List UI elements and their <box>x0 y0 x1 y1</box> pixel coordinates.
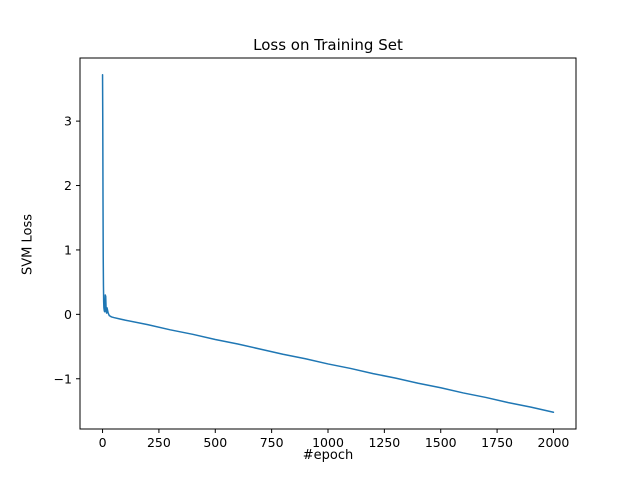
chart-title: Loss on Training Set <box>253 36 403 54</box>
y-tick-label: 3 <box>64 114 72 129</box>
y-tick-label: 0 <box>64 307 72 322</box>
x-axis-label: #epoch <box>302 448 354 463</box>
loss-line-series <box>101 74 555 413</box>
x-tick-label: 500 <box>203 435 227 450</box>
x-tick-label: 1500 <box>425 435 457 450</box>
x-tick-label: 0 <box>99 435 107 450</box>
y-tick-label: 2 <box>64 178 72 193</box>
y-tick-label: −1 <box>54 371 72 386</box>
x-tick-label: 250 <box>147 435 171 450</box>
x-tick-label: 750 <box>260 435 284 450</box>
y-tick-label: 1 <box>64 242 72 257</box>
x-tick-label: 2000 <box>538 435 570 450</box>
axes-spines <box>79 57 577 430</box>
x-tick-label: 1000 <box>312 435 344 450</box>
y-axis-label: SVM Loss <box>20 214 36 276</box>
x-tick-label: 1750 <box>481 435 513 450</box>
x-tick-label: 1250 <box>368 435 400 450</box>
